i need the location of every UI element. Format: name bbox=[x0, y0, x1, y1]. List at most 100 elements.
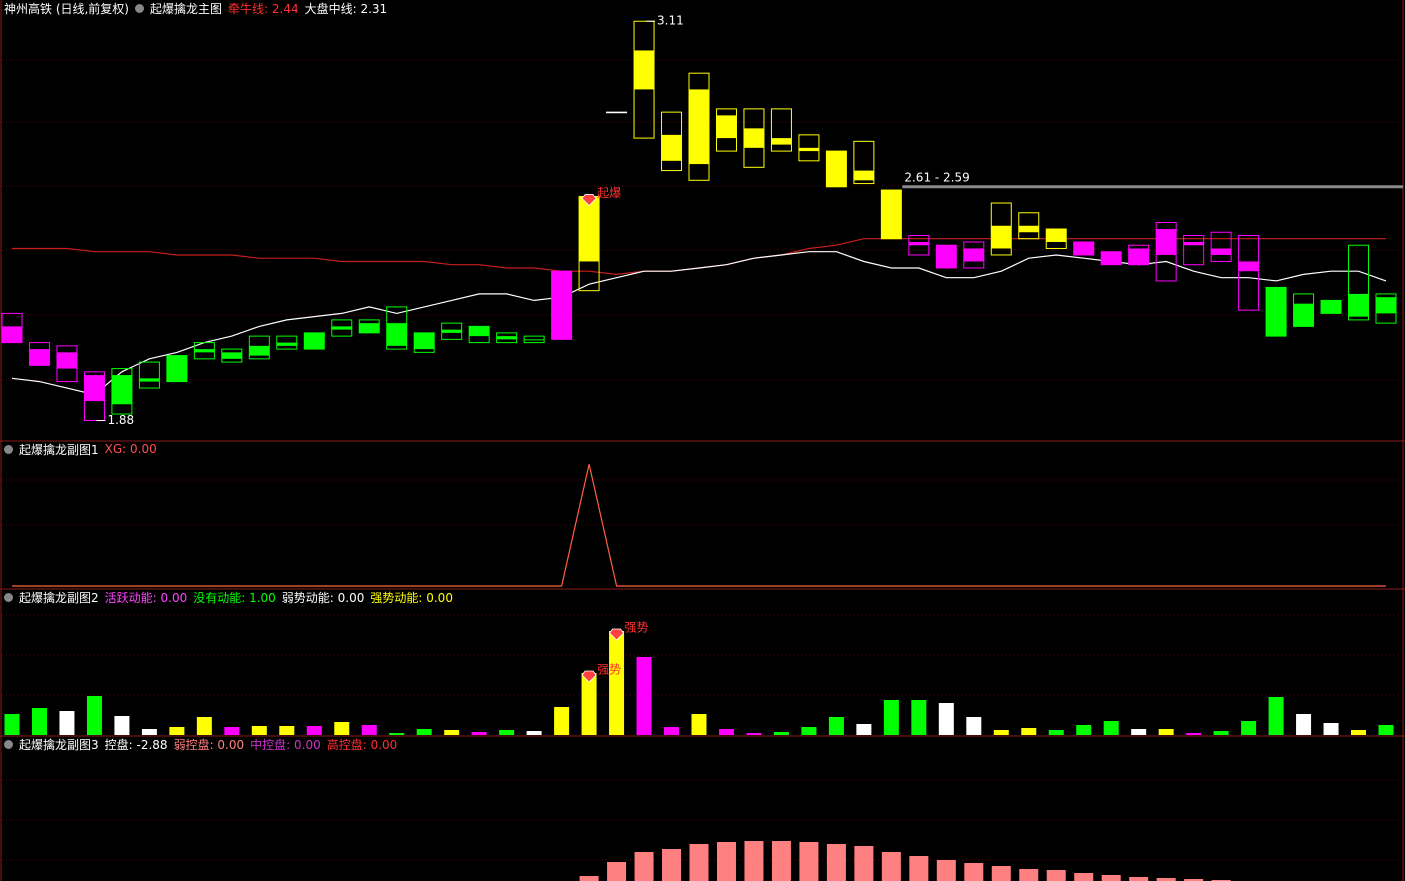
bar bbox=[636, 657, 652, 735]
annotation: 3.11 bbox=[657, 14, 684, 28]
bar bbox=[1241, 721, 1257, 735]
line bbox=[12, 238, 1386, 276]
bar bbox=[938, 703, 954, 735]
candle-range bbox=[1210, 231, 1232, 262]
bar bbox=[224, 727, 240, 735]
candle-body bbox=[689, 89, 709, 165]
bar bbox=[664, 727, 680, 735]
bar bbox=[1323, 723, 1339, 735]
bar bbox=[716, 842, 736, 881]
candle-body bbox=[414, 332, 435, 350]
bar bbox=[1021, 728, 1037, 735]
bar bbox=[771, 841, 791, 881]
bar bbox=[746, 733, 762, 735]
line bbox=[12, 464, 1386, 587]
legend-entry: 高控盘: 0.00 bbox=[326, 737, 398, 752]
bar bbox=[579, 876, 599, 881]
bar bbox=[554, 707, 570, 735]
legend-entry: 控盘: -2.88 bbox=[104, 737, 168, 752]
bar bbox=[416, 729, 432, 735]
bar bbox=[773, 732, 789, 735]
bar bbox=[1184, 879, 1204, 881]
bar bbox=[1268, 697, 1284, 735]
bar bbox=[59, 711, 75, 735]
candle-range bbox=[1238, 234, 1260, 311]
candle-body bbox=[881, 190, 902, 239]
candle-body bbox=[908, 241, 929, 246]
security-name: 神州高铁 (日线,前复权) bbox=[4, 1, 129, 16]
candle-body bbox=[84, 375, 105, 402]
candle-body bbox=[2, 326, 22, 343]
legend-entry: 没有动能: 1.00 bbox=[193, 590, 276, 605]
bar bbox=[334, 722, 350, 735]
bar bbox=[361, 725, 377, 735]
candle-body bbox=[29, 349, 50, 366]
bar bbox=[1074, 873, 1094, 881]
collapse-icon[interactable] bbox=[4, 739, 13, 749]
bar bbox=[1158, 729, 1174, 735]
panel-header: 起爆擒龙副图1 XG: 0.00 bbox=[4, 441, 157, 457]
candle-body bbox=[1293, 303, 1314, 327]
bar bbox=[306, 726, 322, 735]
candle-body bbox=[359, 323, 380, 333]
bar bbox=[689, 844, 709, 881]
bar bbox=[86, 696, 102, 735]
legend-entry: 活跃动能: 0.00 bbox=[104, 590, 188, 605]
bar bbox=[826, 844, 846, 881]
candle-body bbox=[1321, 300, 1342, 314]
bar bbox=[799, 842, 819, 881]
bar bbox=[581, 673, 597, 735]
candle-body bbox=[826, 151, 847, 187]
candle-body bbox=[496, 336, 517, 340]
bar bbox=[31, 708, 47, 735]
candle-body bbox=[771, 138, 792, 145]
bar bbox=[801, 727, 817, 735]
bar bbox=[1351, 730, 1367, 735]
candle-range bbox=[138, 361, 160, 389]
bar bbox=[609, 631, 625, 735]
bar bbox=[1129, 877, 1149, 881]
candle-body bbox=[1046, 229, 1067, 242]
bar bbox=[881, 852, 901, 881]
candle-body bbox=[111, 375, 132, 405]
candle-body bbox=[221, 352, 242, 359]
candle-range bbox=[853, 140, 875, 185]
candle-body bbox=[1073, 241, 1094, 255]
legend-entry: 大盘中线: 2.31 bbox=[304, 1, 388, 16]
bar bbox=[828, 717, 844, 735]
bar bbox=[854, 846, 874, 881]
bar bbox=[1186, 733, 1202, 735]
candle-body bbox=[469, 326, 490, 337]
bar bbox=[856, 724, 872, 735]
candle-body bbox=[276, 342, 297, 346]
candle-body bbox=[1018, 225, 1039, 233]
bar bbox=[196, 717, 212, 735]
bar bbox=[607, 862, 627, 881]
bar bbox=[1046, 870, 1066, 881]
bar bbox=[744, 841, 764, 881]
bar bbox=[499, 730, 515, 735]
candle-body bbox=[166, 355, 187, 382]
collapse-icon[interactable] bbox=[4, 444, 13, 454]
legend-entry: 强势动能: 0.00 bbox=[370, 590, 453, 605]
legend-entry: 牵牛线: 2.44 bbox=[228, 1, 299, 16]
bar bbox=[634, 852, 654, 881]
line bbox=[11, 251, 1387, 396]
bar bbox=[662, 849, 682, 881]
collapse-icon[interactable] bbox=[135, 3, 144, 13]
bar bbox=[1296, 714, 1312, 735]
candle-body bbox=[1156, 229, 1177, 255]
bar bbox=[993, 730, 1009, 735]
candle-body bbox=[963, 248, 984, 262]
candle-body bbox=[1101, 251, 1122, 265]
bar bbox=[883, 700, 899, 735]
candle-body bbox=[716, 115, 737, 139]
candle-body bbox=[304, 332, 325, 350]
annotation: 强势 bbox=[597, 663, 621, 677]
collapse-icon[interactable] bbox=[4, 592, 13, 602]
candle-body bbox=[386, 323, 407, 346]
bar bbox=[114, 716, 130, 735]
candle-body bbox=[441, 329, 462, 333]
candle-body bbox=[1211, 248, 1232, 255]
candle-body bbox=[743, 128, 764, 148]
